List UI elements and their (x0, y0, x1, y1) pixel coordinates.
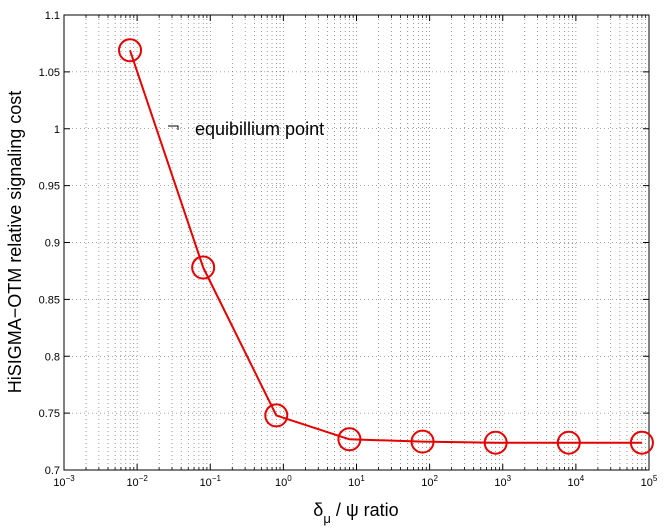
series-line (129, 49, 642, 444)
x-tick-label-exponent: 2 (434, 474, 439, 483)
x-tick-label-exponent: 5 (653, 474, 658, 483)
x-tick-label-exponent: 4 (580, 474, 585, 483)
data-point-marker (264, 403, 289, 428)
annotation-label: equibillium point (195, 119, 324, 139)
x-tick-label: 10−3 (53, 474, 75, 489)
x-tick-label-exponent: 3 (507, 474, 512, 483)
x-tick-label-base: 10 (641, 477, 653, 489)
y-tick-label: 0.9 (45, 238, 60, 250)
x-tick-label-exponent: 0 (287, 474, 292, 483)
y-tick-label: 0.8 (45, 351, 60, 363)
x-axis-label-rest: / ψ ratio (331, 500, 399, 520)
x-tick-label-base: 10 (348, 477, 360, 489)
x-tick-label-exponent: 1 (360, 474, 365, 483)
x-axis-label-delta: δ (313, 500, 323, 520)
x-tick-label: 104 (568, 474, 585, 489)
x-tick-label-exponent: −1 (212, 474, 222, 483)
x-axis-label: δμ / ψ ratio (313, 500, 398, 526)
x-tick-label-base: 10 (568, 477, 580, 489)
x-tick-label-exponent: −2 (139, 474, 149, 483)
x-tick-label-base: 10 (126, 477, 138, 489)
y-tick-label: 1 (54, 124, 60, 136)
x-tick-label-base: 10 (421, 477, 433, 489)
data-point-marker (337, 427, 362, 452)
data-point-marker (483, 430, 508, 455)
data-point-marker (629, 430, 654, 455)
x-tick-label: 105 (641, 474, 658, 489)
x-tick-label-exponent: −3 (66, 474, 76, 483)
y-tick-label: 0.85 (39, 294, 60, 306)
y-tick-label: 0.95 (39, 181, 60, 193)
data-point-marker (118, 38, 143, 63)
data-point-marker (191, 255, 216, 280)
series (118, 38, 654, 455)
x-tick-label-base: 10 (200, 477, 212, 489)
x-tick-label: 101 (348, 474, 365, 489)
x-tick-label-base: 10 (275, 477, 287, 489)
x-tick-label: 10−1 (200, 474, 222, 489)
y-tick-label: 1.05 (39, 67, 60, 79)
y-tick-label: 0.7 (45, 465, 60, 477)
x-tick-label-base: 10 (53, 477, 65, 489)
x-tick-label: 10−2 (126, 474, 148, 489)
annotation-leader (168, 125, 179, 130)
y-tick-label: 1.1 (45, 10, 60, 22)
x-tick-label: 102 (421, 474, 438, 489)
grid (64, 15, 649, 470)
x-axis-label-subscript: μ (323, 511, 331, 526)
annotation: equibillium point (168, 119, 324, 139)
y-tick-label: 0.75 (39, 408, 60, 420)
data-point-marker (556, 430, 581, 455)
x-tick-label-base: 10 (494, 477, 506, 489)
x-tick-label: 103 (494, 474, 511, 489)
x-tick-label: 100 (275, 474, 292, 489)
y-axis-label: HiSIGMA−OTM relative signaling cost (5, 91, 25, 394)
data-point-marker (410, 429, 435, 454)
